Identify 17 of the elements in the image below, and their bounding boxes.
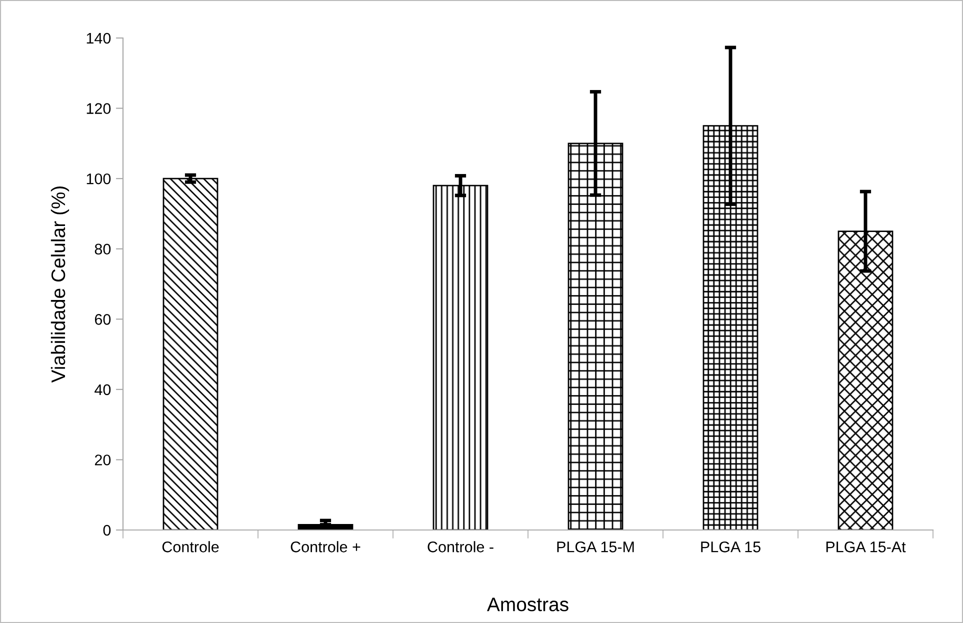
y-tick-label: 20 bbox=[94, 454, 111, 466]
x-tick-label: Controle bbox=[162, 541, 219, 552]
y-tick-label: 100 bbox=[86, 173, 111, 184]
x-tick-label: PLGA 15 bbox=[701, 542, 760, 552]
x-tick-label: Controle - bbox=[428, 541, 494, 552]
y-axis-title: Viabilidade Celular (%) bbox=[50, 186, 70, 383]
y-tick-label: 0 bbox=[103, 524, 111, 536]
x-tick-label: PLGA 15-M bbox=[557, 542, 634, 552]
y-tick-label: 140 bbox=[86, 32, 111, 44]
x-tick-label: Controle + bbox=[290, 541, 360, 552]
x-tick-label: PLGA 15-At bbox=[826, 542, 906, 552]
y-tick-label: 80 bbox=[94, 244, 111, 255]
bar bbox=[162, 178, 218, 530]
y-tick-label: 40 bbox=[94, 384, 111, 396]
x-axis-title: Amostras bbox=[486, 598, 568, 612]
y-tick-label: 120 bbox=[86, 103, 111, 114]
y-tick-label: 60 bbox=[94, 314, 111, 325]
